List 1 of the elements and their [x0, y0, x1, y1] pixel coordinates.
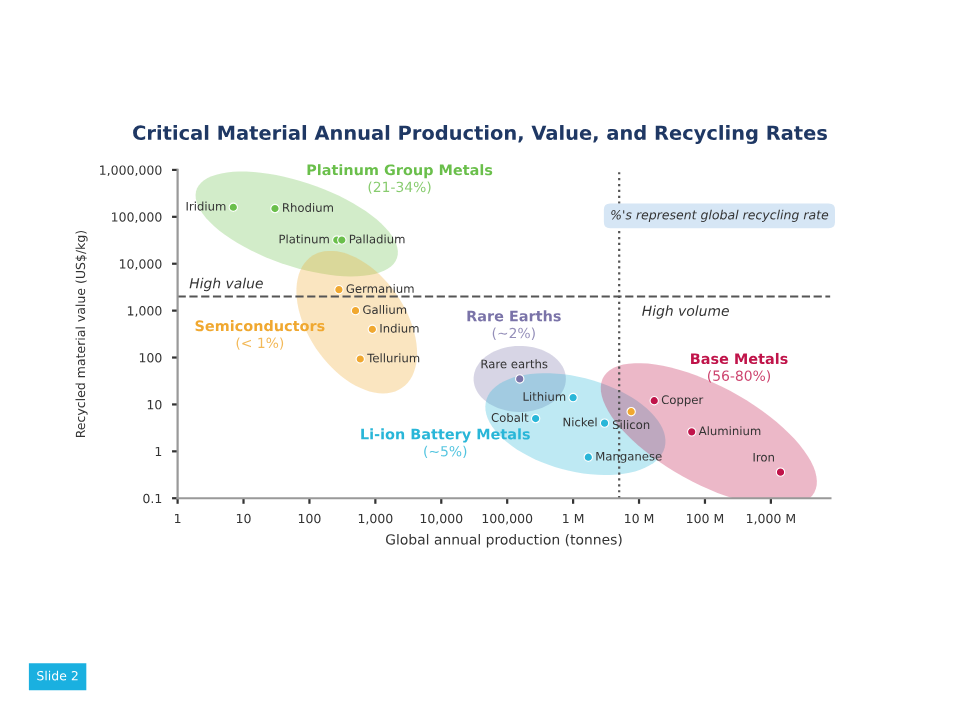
chart-title: Critical Material Annual Production, Value, and Recycling Rates — [133, 125, 827, 144]
